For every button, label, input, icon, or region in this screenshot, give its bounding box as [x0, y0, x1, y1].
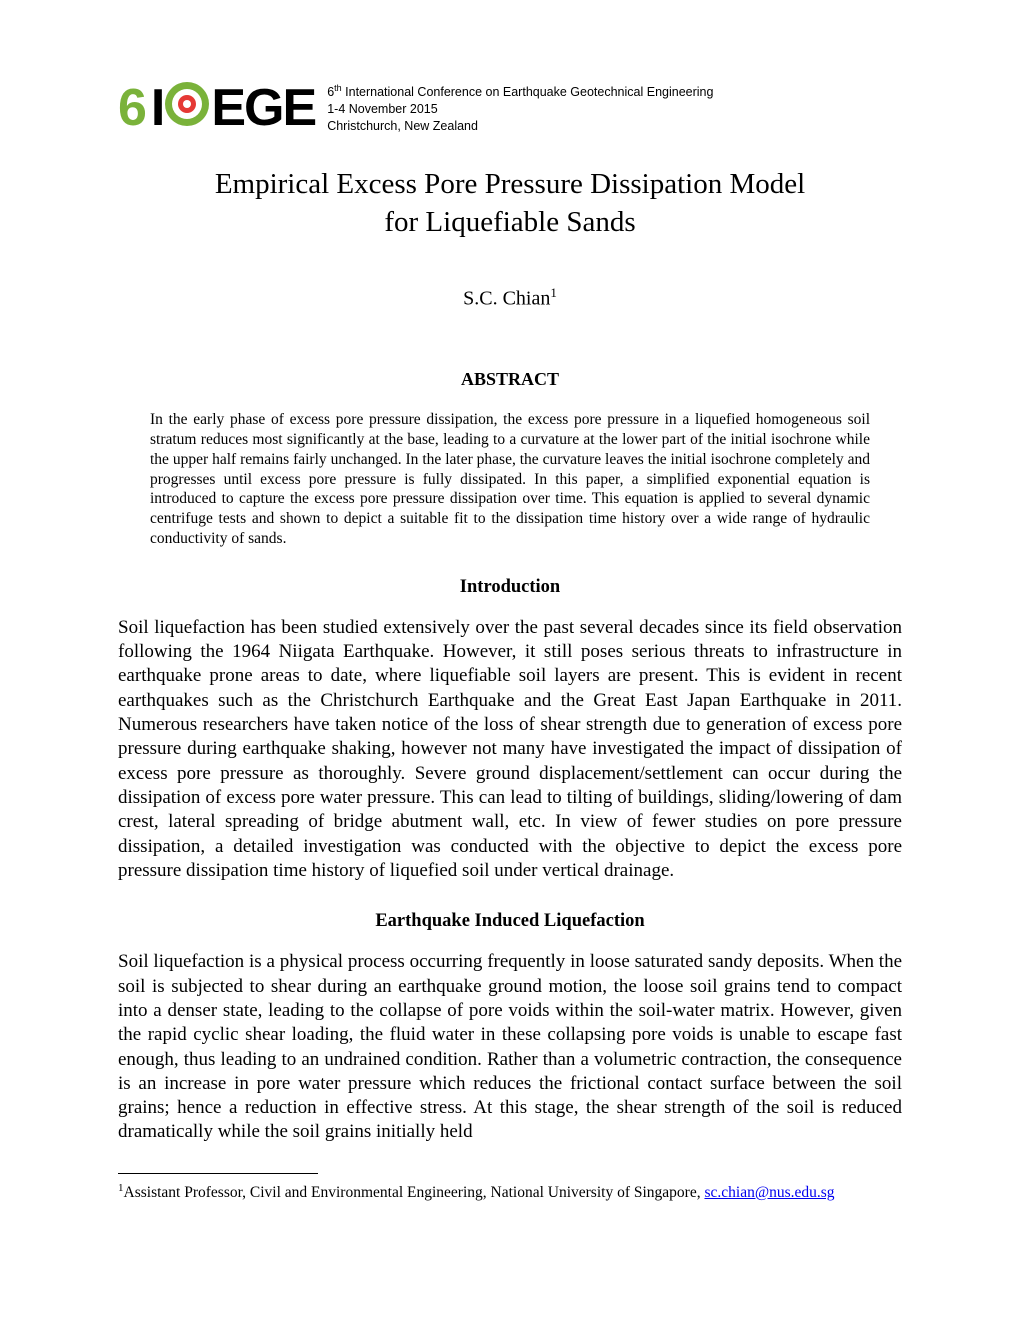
header: 6 I EGE 6th International Conference on … [118, 78, 902, 138]
section-heading-introduction: Introduction [118, 577, 902, 598]
conference-info: 6th International Conference on Earthqua… [327, 82, 713, 135]
author: S.C. Chian1 [118, 285, 902, 311]
conference-name: 6th International Conference on Earthqua… [327, 82, 713, 101]
liquefaction-body: Soil liquefaction is a physical process … [118, 950, 902, 1145]
title-line2: for Liquefiable Sands [118, 204, 902, 242]
conference-logo: 6 I EGE [118, 78, 315, 138]
footnote: 1Assistant Professor, Civil and Environm… [118, 1182, 902, 1202]
abstract-body: In the early phase of excess pore pressu… [150, 410, 870, 549]
introduction-body: Soil liquefaction has been studied exten… [118, 616, 902, 883]
author-name: S.C. Chian [463, 288, 550, 310]
logo-i: I [151, 78, 163, 138]
logo-ege: EGE [211, 78, 315, 138]
author-affil-sup: 1 [550, 285, 557, 300]
conference-dates: 1-4 November 2015 [327, 101, 713, 118]
section-heading-liquefaction: Earthquake Induced Liquefaction [118, 911, 902, 932]
footnote-rule [118, 1173, 318, 1174]
paper-title: Empirical Excess Pore Pressure Dissipati… [118, 166, 902, 241]
abstract-heading: ABSTRACT [118, 369, 902, 390]
footnote-email-link[interactable]: sc.chian@nus.edu.sg [704, 1184, 834, 1201]
logo-six: 6 [118, 78, 145, 138]
title-line1: Empirical Excess Pore Pressure Dissipati… [118, 166, 902, 204]
footnote-text: Assistant Professor, Civil and Environme… [124, 1184, 705, 1201]
logo-target-icon [165, 82, 209, 126]
conference-location: Christchurch, New Zealand [327, 118, 713, 135]
